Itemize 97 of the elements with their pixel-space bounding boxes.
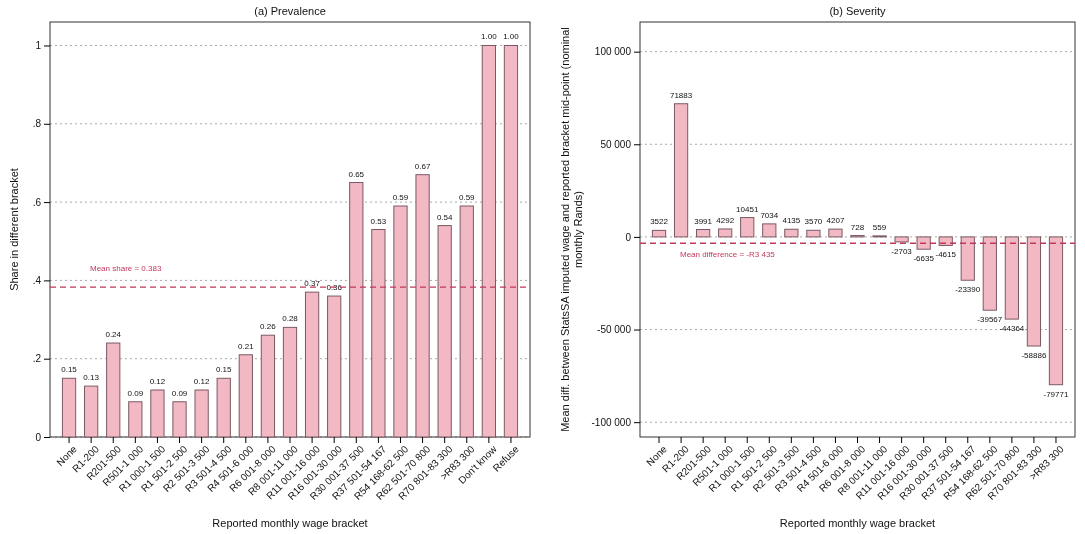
bar [106,342,121,438]
bar [216,377,231,438]
data-label: -58886 [1021,351,1047,361]
bar [960,236,975,281]
data-label: 0.36 [326,283,343,293]
chart-title: (a) Prevalence [254,5,326,17]
y-axis-title: Mean diff. between StatsSA imputed wage and reported bracket mid-point (nominal monthly Rands) [558,27,584,432]
y-tick-label: .4 [32,275,42,287]
bar [740,217,755,238]
data-label: 0.59 [458,193,476,203]
bar [437,225,452,438]
bar [282,326,298,438]
bar [128,401,143,438]
data-label: 0.53 [370,216,387,226]
data-label: 0.28 [282,314,299,324]
bar [260,334,276,438]
x-axis-title: Reported monthly wage bracket [212,517,368,529]
x-axis-title: Reported monthly wage bracket [779,517,936,529]
bar [1048,236,1064,386]
bar [651,229,667,238]
data-label: 0.37 [304,279,321,289]
y-tick-label: 100 000 [594,46,632,58]
bar [1004,236,1019,320]
data-label: 0.12 [149,377,166,387]
data-label: 0.15 [61,365,78,375]
bar [349,182,364,438]
y-tick-label: 1 [35,40,42,52]
data-label: 0.21 [238,341,255,351]
bar [938,236,953,246]
y-axis-title: Share in different bracket [8,168,20,291]
bar [194,389,209,438]
data-label: -6635 [913,254,935,264]
bar [481,44,496,438]
y-tick-label: .2 [32,353,42,365]
bar [784,228,799,238]
data-label: 3522 [650,217,669,227]
data-label: 3570 [804,217,823,227]
bar [673,103,689,238]
data-label: 71883 [669,90,693,100]
bar [503,44,519,438]
bar [459,205,474,438]
bar [238,354,253,438]
data-label: 0.24 [105,330,122,340]
data-label: 0.12 [193,377,210,387]
bar [304,291,320,438]
bar [371,229,386,438]
data-label: -23390 [955,285,981,295]
data-label: 0.59 [392,193,409,203]
bar [696,229,711,238]
bar [894,236,909,243]
bar [172,401,187,438]
data-label: 0.13 [83,373,100,383]
bar [762,223,777,238]
bar [415,174,430,438]
bar [61,377,77,438]
y-tick-label: 0 [625,231,632,243]
data-label: 0.09 [127,388,144,398]
chart-title: (b) Severity [829,5,887,17]
data-label: -2703 [891,246,913,256]
data-label: 4135 [782,216,801,226]
data-label: 10451 [736,204,759,214]
bar [84,385,99,438]
bar [916,236,931,250]
data-label: 0.09 [171,388,188,398]
y-tick-label: .6 [32,196,42,208]
data-label: 1.00 [503,32,520,42]
data-label: -4615 [935,250,957,260]
bar [982,236,997,311]
data-label: 0.15 [215,365,233,375]
data-label: 0.26 [260,322,277,332]
ref-line-label: Mean share = 0.383 [90,264,162,274]
y-tick-label: -100 000 [591,416,632,428]
y-tick-label: -50 000 [597,324,632,336]
bar [393,205,408,438]
y-tick-label: 50 000 [600,138,632,150]
bar [828,228,843,238]
data-label: 4207 [826,216,845,226]
data-label: 559 [872,222,887,232]
bar [806,229,821,238]
bar [1026,236,1042,347]
ref-line-label: Mean difference = -R3 435 [680,250,776,260]
data-label: 728 [850,222,865,232]
data-label: -79771 [1043,389,1069,399]
data-label: 1.00 [481,32,498,42]
data-label: -39567 [977,315,1003,325]
data-label: 0.54 [436,212,453,222]
data-label: -44364 [999,324,1025,334]
data-label: 4292 [716,215,735,225]
data-label: 0.67 [414,161,431,171]
data-label: 7034 [760,210,779,220]
data-label: 0.65 [348,169,365,179]
bar [150,389,165,438]
data-label: 3991 [694,216,713,226]
bar [718,228,733,238]
y-tick-label: 0 [35,431,42,443]
y-tick-label: .8 [32,118,42,130]
bar [327,295,342,438]
